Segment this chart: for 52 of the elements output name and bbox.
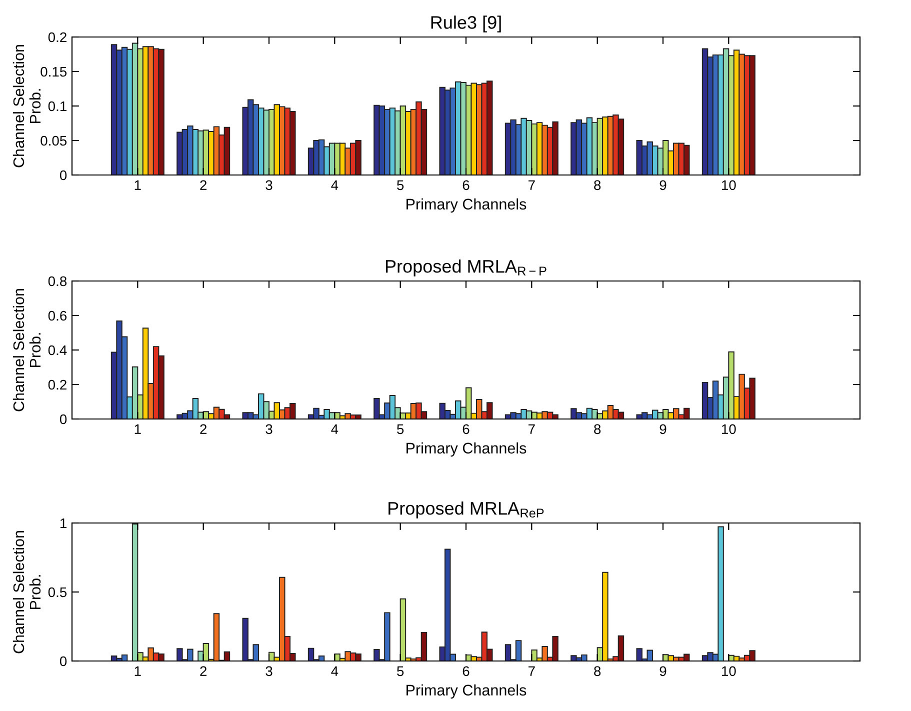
y-axis-title: Channel Selection Prob. bbox=[12, 530, 41, 654]
x-tick-label: 5 bbox=[397, 180, 404, 190]
x-tick-label: 6 bbox=[462, 424, 470, 434]
x-tick-label: 8 bbox=[594, 666, 601, 676]
x-tick-label: 3 bbox=[266, 180, 272, 190]
chart-title: Proposed MRLA$_{ReP}$ bbox=[388, 501, 544, 518]
y-tick-label: 0 bbox=[60, 414, 67, 424]
x-tick-label: 5 bbox=[397, 424, 404, 434]
y-tick-label: 0.8 bbox=[48, 276, 67, 286]
y-axis-title: Channel Selection Prob. bbox=[12, 288, 41, 412]
x-tick-label: 2 bbox=[200, 180, 206, 190]
x-tick-label: 7 bbox=[528, 424, 535, 434]
y-tick-label: 0.4 bbox=[48, 345, 67, 356]
x-tick-label: 9 bbox=[660, 180, 666, 190]
x-tick-label: 2 bbox=[200, 424, 206, 434]
y-tick-label: 0.2 bbox=[48, 380, 66, 390]
y-tick-label: 0.5 bbox=[48, 587, 67, 598]
x-tick-label: 6 bbox=[462, 666, 470, 676]
x-tick-label: 6 bbox=[462, 180, 470, 190]
x-tick-label: 4 bbox=[331, 666, 338, 676]
y-tick-label: 0.05 bbox=[40, 136, 67, 146]
chart-title: Rule3 [9] bbox=[431, 16, 501, 32]
x-tick-label: 5 bbox=[397, 666, 404, 676]
x-tick-label: 9 bbox=[660, 666, 666, 676]
x-tick-label: 8 bbox=[594, 424, 601, 434]
x-tick-label: 4 bbox=[331, 180, 338, 190]
y-tick-label: 0.1 bbox=[48, 101, 66, 112]
y-axis-title: Channel Selection Prob. bbox=[12, 44, 41, 168]
y-tick-label: 0.6 bbox=[48, 310, 67, 321]
y-tick-label: 0.2 bbox=[48, 32, 66, 42]
x-tick-label: 7 bbox=[528, 180, 535, 190]
x-tick-label: 3 bbox=[266, 424, 272, 434]
x-tick-label: 1 bbox=[134, 424, 141, 434]
x-tick-label: 4 bbox=[331, 424, 338, 434]
y-tick-label: 0.15 bbox=[40, 66, 67, 77]
x-tick-label: 9 bbox=[660, 424, 666, 434]
y-tick-label: 0 bbox=[60, 656, 67, 666]
x-tick-label: 3 bbox=[266, 666, 272, 676]
x-tick-label: 10 bbox=[722, 180, 736, 190]
y-tick-label: 1 bbox=[60, 518, 66, 528]
x-tick-label: 2 bbox=[200, 666, 206, 676]
x-axis-title: Primary Channels bbox=[406, 198, 526, 213]
x-tick-label: 8 bbox=[594, 180, 601, 190]
y-tick-label: 0 bbox=[60, 170, 67, 180]
x-tick-label: 1 bbox=[134, 180, 141, 190]
x-axis-title: Primary Channels bbox=[406, 684, 526, 699]
x-tick-label: 10 bbox=[722, 666, 736, 676]
x-tick-label: 10 bbox=[722, 424, 736, 434]
x-axis-title: Primary Channels bbox=[406, 442, 526, 457]
x-tick-label: 1 bbox=[134, 666, 141, 676]
chart-title: Proposed MRLA$_{R−P}$ bbox=[386, 259, 546, 276]
x-tick-label: 7 bbox=[528, 666, 535, 676]
